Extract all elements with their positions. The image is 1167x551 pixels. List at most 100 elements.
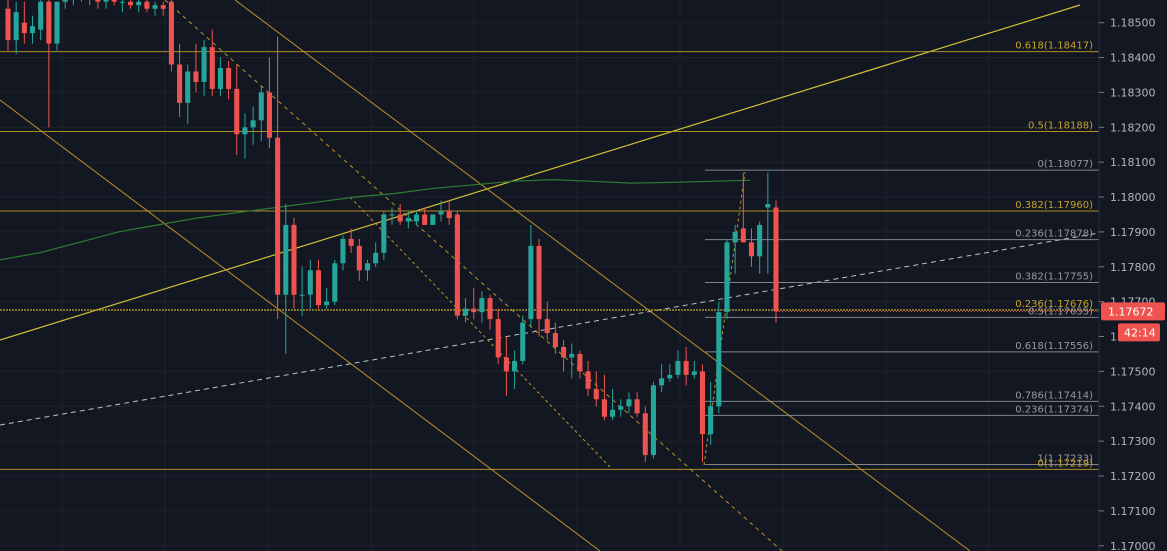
dashed-trend-line <box>0 232 1100 426</box>
candle-bearish <box>634 399 640 414</box>
price-axis[interactable]: 1.18500 1.18400 1.18300 1.18200 1.18100 1.180… <box>776 0 1167 551</box>
price-tick-label: 1.17100 <box>1110 505 1156 518</box>
candle-bullish <box>381 214 387 253</box>
descending-channel-upper <box>234 0 971 551</box>
candle-bearish <box>291 224 297 295</box>
candle-bearish <box>748 242 755 257</box>
candle-bearish <box>577 353 583 372</box>
candle-bearish <box>503 357 509 372</box>
candle-bullish <box>659 378 665 386</box>
candle-bullish <box>364 263 371 271</box>
candle-bullish <box>765 204 771 208</box>
candle-bullish <box>528 245 534 320</box>
candle-bearish <box>95 0 101 2</box>
candle-bearish <box>397 214 403 222</box>
candle-bearish <box>21 22 27 34</box>
candle-bullish <box>340 238 346 264</box>
candle-bullish <box>462 308 469 316</box>
candle-bearish <box>495 319 501 358</box>
candle-bearish <box>422 214 428 225</box>
moving-average <box>0 178 751 261</box>
candle-bullish <box>136 1 142 6</box>
candle-bullish <box>283 224 289 295</box>
candle-bullish <box>610 409 616 417</box>
candle-bearish <box>234 88 240 135</box>
candle-bearish <box>601 399 607 417</box>
candle-bullish <box>512 360 518 372</box>
candle-bullish <box>242 127 248 135</box>
candle-bearish <box>275 137 281 295</box>
fib-level-label: 0(1.17219) <box>1037 458 1093 469</box>
candle-bearish <box>561 346 567 358</box>
current-price-text: 1.17672 <box>1108 305 1154 318</box>
candle-bearish <box>446 210 452 218</box>
candle-bearish <box>46 1 52 44</box>
fib-level-label: 0.618(1.18417) <box>1015 41 1093 52</box>
candle-bearish <box>683 360 689 375</box>
candle-bullish <box>438 210 444 215</box>
candle-bearish <box>266 92 272 138</box>
candle-bullish <box>626 399 632 407</box>
candle-bullish <box>479 298 485 313</box>
fib-level-label: 0.382(1.17755) <box>1015 271 1093 282</box>
candle-bullish <box>405 217 411 222</box>
fib-level-label: 0.618(1.17556) <box>1015 341 1093 352</box>
candle-bearish <box>128 1 134 6</box>
candle-bullish <box>29 26 36 34</box>
candle-bullish <box>716 312 722 407</box>
candle-bullish <box>62 0 68 2</box>
candle-bullish <box>569 353 575 358</box>
price-tick-label: 1.18000 <box>1110 191 1156 204</box>
candle-bullish <box>299 294 305 296</box>
candle-bearish <box>593 388 599 400</box>
candle-bearish <box>454 214 460 316</box>
candle-bullish <box>119 1 125 3</box>
candle-bearish <box>544 319 550 334</box>
candle-bearish <box>536 245 542 320</box>
candle-bullish <box>691 371 697 375</box>
fib-level-label: 1(1.17233) <box>1037 454 1093 465</box>
candle-bullish <box>430 214 436 225</box>
price-tick-label: 1.18100 <box>1110 156 1156 169</box>
candle-bullish <box>732 231 738 243</box>
fib-level-label: 0.236(1.17676) <box>1015 299 1093 310</box>
candle-bullish <box>185 71 191 103</box>
candle-bearish <box>5 8 11 41</box>
price-tick-label: 1.17900 <box>1110 226 1156 239</box>
candle-bearish <box>552 333 558 347</box>
candle-bearish <box>773 207 779 312</box>
candle-bearish <box>209 47 215 89</box>
candle-bearish <box>740 228 746 243</box>
fib-level-label: 0.236(1.17878) <box>1015 229 1093 240</box>
price-axis-background <box>1100 0 1167 551</box>
dashed-channel-line <box>349 196 611 468</box>
candle-bullish <box>201 47 207 82</box>
price-tick-label: 1.17400 <box>1110 400 1156 413</box>
ascending-trend-line <box>0 4 1081 341</box>
candle-bullish <box>54 1 60 44</box>
candle-bullish <box>258 92 264 121</box>
candle-bearish <box>168 1 174 65</box>
candle-bullish <box>38 1 44 30</box>
candle-bearish <box>642 413 648 456</box>
candle-bullish <box>250 120 256 128</box>
candle-bearish <box>348 238 354 246</box>
candle-bearish <box>226 68 232 89</box>
candle-bullish <box>520 322 526 361</box>
candle-bearish <box>356 245 362 271</box>
candle-bullish <box>650 385 656 456</box>
fib-level-label: 0.382(1.17960) <box>1015 200 1093 211</box>
candle-bullish <box>757 224 763 257</box>
candle-bearish <box>144 1 150 9</box>
price-tick-label: 1.18500 <box>1110 17 1156 30</box>
candle-bullish <box>708 406 714 435</box>
candle-bullish <box>13 12 19 41</box>
candle-bearish <box>487 298 493 320</box>
candle-bullish <box>389 214 395 216</box>
candle-bearish <box>699 371 706 435</box>
candle-bearish <box>471 308 477 313</box>
candle-bullish <box>413 214 420 222</box>
fib-level-label: 0.5(1.17655) <box>1028 306 1093 317</box>
current-price-badge[interactable] <box>1101 302 1165 321</box>
